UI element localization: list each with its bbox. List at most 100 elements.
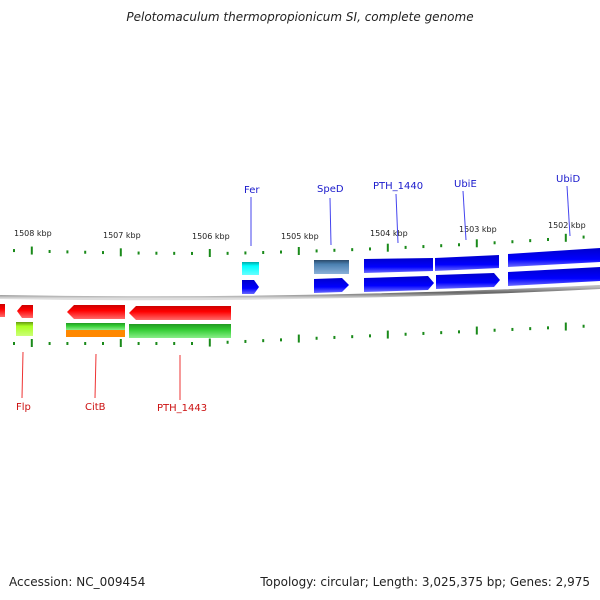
ruler-label: 1506 kbp xyxy=(192,232,230,241)
bottom-ruler xyxy=(13,322,585,347)
ruler-minor-tick xyxy=(102,251,104,255)
ruler-minor-tick xyxy=(155,342,158,345)
ruler-minor-tick xyxy=(529,327,532,331)
ruler-minor-tick xyxy=(137,342,140,345)
ruler-minor-tick xyxy=(280,338,282,342)
ruler-minor-tick xyxy=(262,251,265,255)
gene-category-flp[interactable] xyxy=(16,322,33,336)
ruler-minor-tick xyxy=(84,250,87,254)
ruler-major-tick xyxy=(386,243,389,252)
ruler-minor-tick xyxy=(191,342,193,345)
ruler-minor-tick xyxy=(66,342,69,345)
gene-label-pth1440[interactable]: PTH_1440 xyxy=(373,181,423,244)
ruler-minor-tick xyxy=(369,334,371,338)
ruler-major-tick xyxy=(297,334,300,343)
ruler-minor-tick xyxy=(315,336,318,340)
gene-arrow-flp[interactable] xyxy=(17,305,33,318)
gene-label-citb[interactable]: CitB xyxy=(85,353,106,413)
ruler-minor-tick xyxy=(244,251,247,255)
gene-arrow-citb[interactable] xyxy=(67,305,125,319)
ruler-minor-tick xyxy=(191,251,193,255)
ruler-major-tick xyxy=(119,248,122,257)
ruler-minor-tick xyxy=(13,342,15,345)
ruler-major-tick xyxy=(30,339,33,347)
ruler-minor-tick xyxy=(48,249,51,253)
ruler-label: 1505 kbp xyxy=(281,232,319,241)
svg-text:UbiD: UbiD xyxy=(556,174,580,185)
ruler-minor-tick xyxy=(280,250,282,254)
ruler-minor-tick xyxy=(369,247,371,251)
top-ruler xyxy=(13,233,585,257)
ruler-minor-tick xyxy=(48,342,51,345)
ruler-minor-tick xyxy=(315,249,318,253)
ruler-minor-tick xyxy=(244,339,247,343)
ruler-minor-tick xyxy=(458,243,460,247)
ruler-minor-tick xyxy=(102,342,104,345)
ruler-label: 1504 kbp xyxy=(370,229,408,238)
ruler-minor-tick xyxy=(582,235,585,239)
genome-title: Pelotomaculum thermopropionicum SI, comp… xyxy=(126,10,474,24)
gene-category-citb-2[interactable] xyxy=(66,330,125,337)
ruler-minor-tick xyxy=(458,330,460,334)
gene-category-pth1440[interactable] xyxy=(364,258,433,273)
gene-arrow-left-edge[interactable] xyxy=(0,304,5,317)
ruler-minor-tick xyxy=(351,248,354,252)
gene-label-sped[interactable]: SpeD xyxy=(317,184,344,246)
ruler-minor-tick xyxy=(529,239,532,243)
gene-category-fer[interactable] xyxy=(242,262,259,275)
ruler-minor-tick xyxy=(493,241,496,245)
ruler-minor-tick xyxy=(333,335,336,339)
gene-category-ubie[interactable] xyxy=(435,255,499,271)
ruler-minor-tick xyxy=(13,249,15,253)
ruler-label: 1503 kbp xyxy=(459,225,497,234)
ruler-major-tick xyxy=(208,338,211,347)
ruler-minor-tick xyxy=(173,251,176,255)
gene-label-ubie[interactable]: UbiE xyxy=(454,179,477,241)
ruler-minor-tick xyxy=(66,250,69,254)
ruler-minor-tick xyxy=(511,327,514,331)
genome-summary-text: Topology: circular; Length: 3,025,375 bp… xyxy=(260,575,590,589)
ruler-minor-tick xyxy=(84,342,87,345)
ruler-minor-tick xyxy=(511,240,514,244)
ruler-minor-tick xyxy=(173,342,176,345)
gene-label-flp[interactable]: Flp xyxy=(16,351,31,413)
gene-category-citb-1[interactable] xyxy=(66,323,125,330)
ruler-label: 1502 kbp xyxy=(548,221,586,230)
ruler-minor-tick xyxy=(155,251,158,255)
gene-category-ubid[interactable] xyxy=(508,248,600,267)
ruler-major-tick xyxy=(386,330,389,339)
ruler-major-tick xyxy=(119,339,122,347)
svg-text:SpeD: SpeD xyxy=(317,184,344,195)
ruler-minor-tick xyxy=(422,331,425,335)
gene-arrow-ubie[interactable] xyxy=(436,273,500,289)
ruler-label: 1507 kbp xyxy=(103,231,141,240)
ruler-major-tick xyxy=(208,248,211,257)
ruler-minor-tick xyxy=(333,248,336,252)
gene-label-fer[interactable]: Fer xyxy=(244,185,260,246)
ruler-minor-tick xyxy=(547,326,549,330)
gene-arrow-ubid[interactable] xyxy=(508,267,600,286)
gene-label-pth1443[interactable]: PTH_1443 xyxy=(157,355,207,414)
ruler-minor-tick xyxy=(404,332,407,336)
ruler-major-tick xyxy=(297,246,300,255)
svg-text:PTH_1443: PTH_1443 xyxy=(157,403,207,414)
ruler-minor-tick xyxy=(422,245,425,249)
ruler-major-tick xyxy=(30,246,33,255)
gene-arrow-pth1443[interactable] xyxy=(129,306,231,320)
gene-label-ubid[interactable]: UbiD xyxy=(556,174,580,237)
ruler-major-tick xyxy=(564,322,567,331)
svg-text:PTH_1440: PTH_1440 xyxy=(373,181,423,192)
gene-arrow-fer[interactable] xyxy=(242,280,259,294)
gene-category-pth1443[interactable] xyxy=(129,324,231,338)
ruler-minor-tick xyxy=(404,245,407,249)
gene-category-sped[interactable] xyxy=(314,260,349,274)
gene-arrow-pth1440[interactable] xyxy=(364,276,434,292)
ruler-minor-tick xyxy=(351,335,354,339)
ruler-minor-tick xyxy=(440,331,443,335)
ruler-major-tick xyxy=(475,239,478,248)
svg-text:UbiE: UbiE xyxy=(454,179,477,190)
genome-backbone xyxy=(0,285,600,301)
ruler-minor-tick xyxy=(262,339,265,343)
gene-arrow-sped[interactable] xyxy=(314,278,349,293)
